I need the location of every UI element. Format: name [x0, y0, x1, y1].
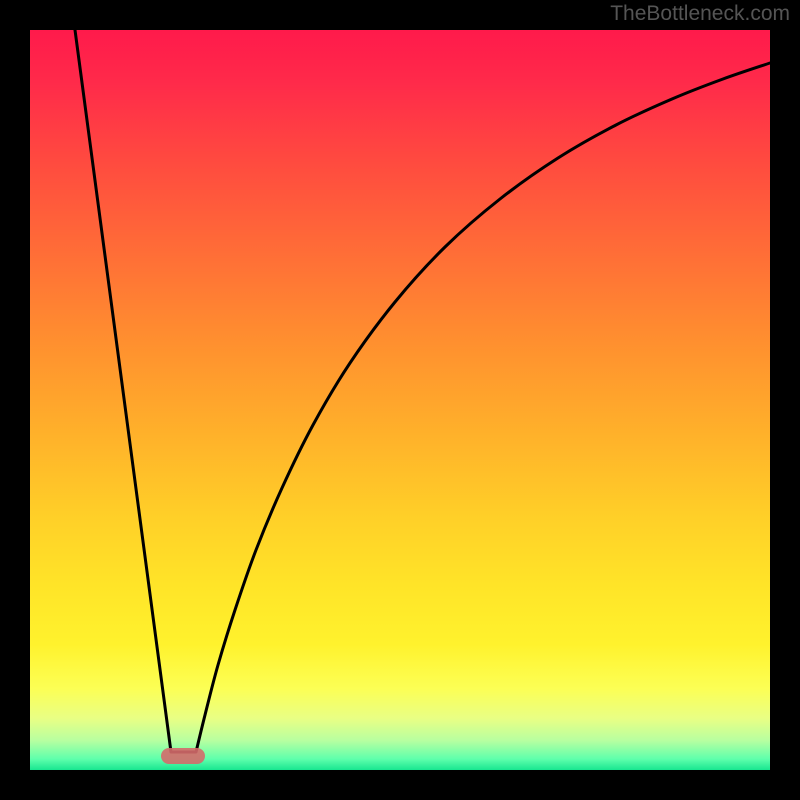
bottleneck-chart	[0, 0, 800, 800]
watermark-text: TheBottleneck.com	[610, 2, 790, 26]
optimal-marker	[161, 748, 205, 764]
plot-area	[30, 30, 770, 770]
chart-container: TheBottleneck.com	[0, 0, 800, 800]
